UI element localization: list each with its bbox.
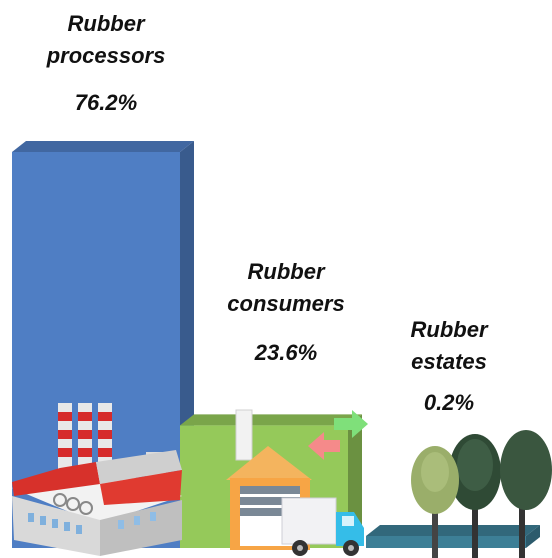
category-label-line: Rubber [67,11,145,36]
value-label-rubber-estates: 0.2% [423,390,475,415]
category-label-line: processors [46,42,166,68]
category-label-line: estates [411,348,487,374]
category-label-line: consumers [227,290,345,316]
bar-rubber-estates [366,525,540,548]
value-label-rubber-processors: 76.2% [74,90,138,115]
category-label-rubber-estates: Rubber estates [372,314,526,378]
bar-front [366,536,526,548]
trees-icon [411,430,552,558]
category-label-line: Rubber [410,317,488,342]
category-label-rubber-consumers: Rubber consumers [188,256,384,320]
bar-top [12,141,194,152]
category-label-line: Rubber [247,259,325,284]
warehouse-truck-icon [226,409,368,556]
factory-icon [12,403,182,556]
bar-top [366,525,540,536]
category-label-rubber-processors: Rubber processors [8,8,204,72]
bar-top [180,414,362,426]
bar-side [526,525,540,548]
value-label-rubber-consumers: 23.6% [254,340,318,365]
